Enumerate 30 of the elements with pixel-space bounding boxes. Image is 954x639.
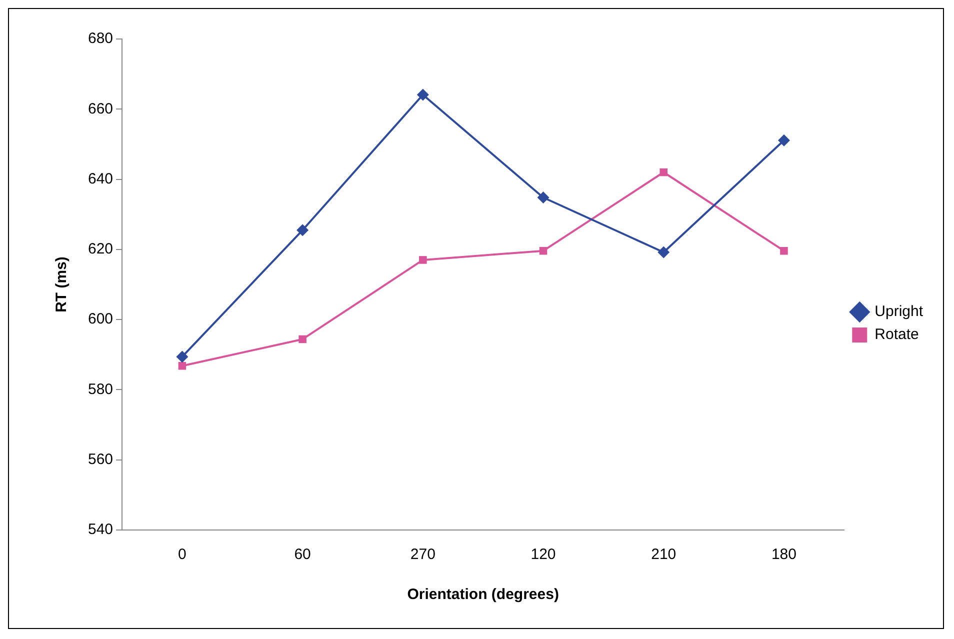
point xyxy=(537,192,550,204)
point xyxy=(539,246,548,255)
point xyxy=(778,134,790,146)
y-tick-label: 680 xyxy=(88,30,114,48)
point xyxy=(419,256,427,264)
y-axis-title: RT (ms) xyxy=(53,256,70,312)
x-tick-label: 270 xyxy=(410,546,436,564)
legend-label: Upright xyxy=(874,303,924,320)
y-tick-label: 540 xyxy=(88,521,114,538)
point xyxy=(780,246,788,255)
y-tick-label: 600 xyxy=(88,310,114,328)
y-tick-label: 640 xyxy=(88,170,114,188)
point xyxy=(296,224,309,236)
y-tick-label: 560 xyxy=(88,451,114,468)
x-tick-label: 210 xyxy=(651,546,676,564)
y-tick-label: 660 xyxy=(88,100,114,118)
point xyxy=(658,246,670,258)
point xyxy=(298,335,306,344)
legend-label: Rotate xyxy=(874,326,919,344)
y-tick-label: 580 xyxy=(88,380,114,398)
point xyxy=(416,88,429,101)
x-tick-label: 120 xyxy=(530,546,556,564)
point xyxy=(178,362,186,370)
y-tick-label: 620 xyxy=(88,240,114,258)
x-tick-label: 0 xyxy=(178,546,186,564)
x-tick-label: 180 xyxy=(771,546,796,564)
x-axis-title: Orientation (degrees) xyxy=(407,586,559,604)
point xyxy=(176,350,188,363)
point xyxy=(660,168,668,176)
x-tick-label: 60 xyxy=(294,546,311,564)
